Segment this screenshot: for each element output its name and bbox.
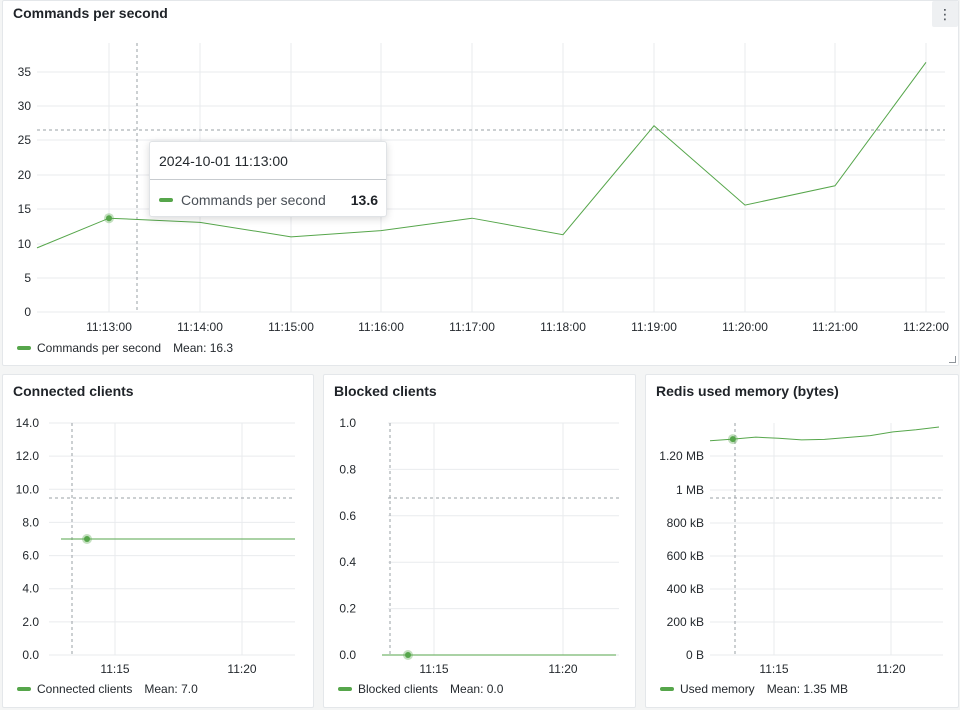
y-tick-label: 20 (18, 168, 32, 182)
y-tick-label: 400 kB (667, 582, 704, 596)
series-swatch (159, 198, 173, 202)
legend-item[interactable]: Commands per second Mean: 16.3 (17, 341, 233, 355)
x-tick-label: 11:15 (100, 662, 129, 675)
y-tick-label: 2.0 (22, 615, 39, 629)
x-tick-label: 11:20 (227, 662, 256, 675)
x-tick-label: 11:22:00 (903, 320, 949, 331)
commands-panel: Commands per second ⋮ 0 5 10 15 20 25 30 35 11:1… (2, 0, 959, 366)
tooltip-series-name: Commands per second (181, 192, 326, 208)
y-tick-label: 200 kB (667, 615, 704, 629)
tooltip-value: 13.6 (350, 192, 378, 208)
x-tick-label: 11:20 (876, 662, 905, 675)
legend-label: Used memory (680, 682, 755, 696)
y-tick-label: 6.0 (22, 549, 39, 563)
more-vertical-icon: ⋮ (938, 5, 952, 22)
legend-mean: Mean: 1.35 MB (766, 682, 849, 696)
panel-title: Redis used memory (bytes) (656, 383, 839, 399)
hover-point (729, 436, 736, 443)
y-tick-label: 4.0 (22, 582, 39, 596)
y-tick-label: 1.0 (339, 416, 356, 430)
series-swatch (17, 687, 31, 691)
legend-label: Commands per second (37, 341, 162, 355)
x-tick-label: 11:13:00 (86, 320, 132, 331)
hover-point (106, 215, 112, 222)
series-swatch (17, 346, 31, 350)
y-tick-label: 0.6 (339, 509, 356, 523)
y-tick-label: 0.2 (339, 602, 356, 616)
y-tick-label: 15 (18, 202, 32, 216)
x-tick-label: 11:18:00 (540, 320, 586, 331)
y-tick-label: 0.8 (339, 462, 356, 476)
y-tick-label: 0.0 (22, 648, 39, 662)
hover-point (84, 536, 90, 542)
commands-chart[interactable]: 0 5 10 15 20 25 30 35 11:13:00 11:14:00 11:15:00 11… (3, 1, 958, 331)
y-tick-label: 0 (24, 305, 31, 319)
x-tick-label: 11:21:00 (812, 320, 858, 331)
y-tick-label: 25 (18, 133, 32, 147)
legend-mean: Mean: 7.0 (144, 682, 198, 696)
blocked-clients-panel: Blocked clients 0.0 0.2 0.4 0.6 0.8 1.0 11:15 1… (323, 374, 636, 708)
legend-label: Connected clients (37, 682, 133, 696)
used-memory-chart[interactable]: 0 B 200 kB 400 kB 600 kB 800 kB 1 MB 1.20 MB 11… (646, 375, 958, 675)
x-tick-label: 11:20 (548, 662, 577, 675)
tooltip-divider (150, 179, 386, 180)
legend-mean: Mean: 0.0 (450, 682, 504, 696)
resize-handle[interactable] (949, 356, 956, 363)
legend-item[interactable]: Connected clients Mean: 7.0 (17, 682, 198, 696)
x-tick-label: 11:20:00 (722, 320, 768, 331)
connected-clients-chart[interactable]: 0.0 2.0 4.0 6.0 8.0 10.0 12.0 14.0 11:15 11:20 (3, 375, 313, 675)
panel-title: Commands per second (13, 5, 168, 21)
y-tick-label: 35 (18, 65, 32, 79)
y-tick-label: 14.0 (16, 416, 40, 430)
y-tick-label: 1 MB (676, 483, 704, 497)
y-tick-label: 1.20 MB (659, 449, 704, 463)
y-tick-label: 10 (18, 237, 32, 251)
y-tick-label: 0.0 (339, 648, 356, 662)
legend-label: Blocked clients (358, 682, 439, 696)
x-tick-label: 11:16:00 (358, 320, 404, 331)
blocked-clients-chart[interactable]: 0.0 0.2 0.4 0.6 0.8 1.0 11:15 11:20 (324, 375, 635, 675)
y-tick-label: 0 B (686, 648, 704, 662)
series-line (36, 62, 927, 249)
hover-point (405, 652, 411, 658)
legend-item[interactable]: Used memory Mean: 1.35 MB (660, 682, 848, 696)
used-memory-panel: Redis used memory (bytes) 0 B 200 kB 400 k… (645, 374, 959, 708)
tooltip-row: Commands per second 13.6 (159, 192, 378, 208)
y-tick-label: 0.4 (339, 555, 356, 569)
series-swatch (660, 687, 674, 691)
y-tick-label: 30 (18, 99, 32, 113)
y-tick-label: 600 kB (667, 549, 704, 563)
tooltip: 2024-10-01 11:13:00 Commands per second … (149, 141, 387, 217)
y-tick-label: 10.0 (16, 482, 40, 496)
tooltip-time: 2024-10-01 11:13:00 (159, 153, 288, 169)
panel-menu-button[interactable]: ⋮ (932, 1, 958, 27)
y-tick-label: 8.0 (22, 515, 39, 529)
x-tick-label: 11:15 (419, 662, 448, 675)
x-tick-label: 11:14:00 (177, 320, 223, 331)
legend-mean: Mean: 16.3 (173, 341, 234, 355)
x-tick-label: 11:15 (759, 662, 788, 675)
panel-title: Blocked clients (334, 383, 437, 399)
x-tick-label: 11:15:00 (268, 320, 314, 331)
y-tick-label: 12.0 (16, 449, 40, 463)
y-tick-label: 5 (24, 271, 31, 285)
x-tick-label: 11:19:00 (631, 320, 677, 331)
legend-item[interactable]: Blocked clients Mean: 0.0 (338, 682, 503, 696)
series-swatch (338, 687, 352, 691)
x-tick-label: 11:17:00 (449, 320, 495, 331)
y-tick-label: 800 kB (667, 516, 704, 530)
connected-clients-panel: Connected clients 0.0 2.0 4.0 6.0 8.0 10.0 12.… (2, 374, 314, 708)
series-line (709, 426, 940, 442)
panel-title: Connected clients (13, 383, 134, 399)
